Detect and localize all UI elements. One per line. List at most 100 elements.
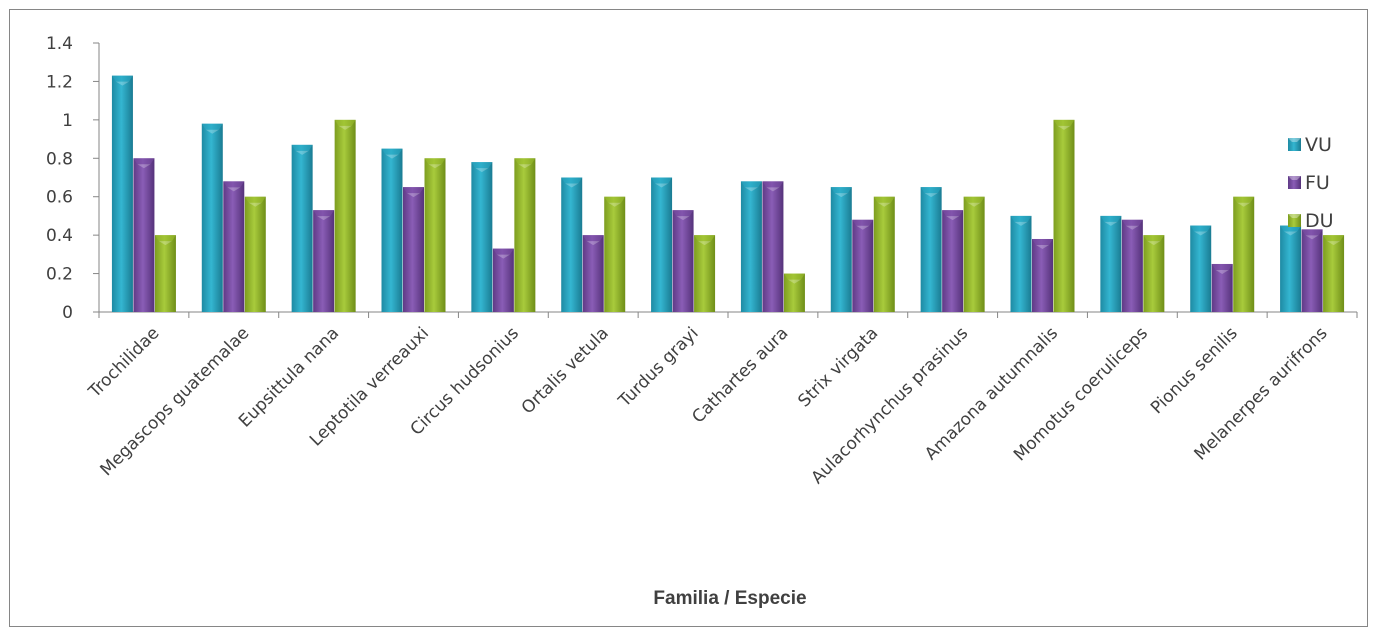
- bar: [1121, 219, 1143, 312]
- bar-cap-shine: [317, 216, 331, 221]
- bar-cap-shine: [338, 125, 352, 130]
- bar-body: [1280, 225, 1302, 312]
- bar: [334, 119, 356, 312]
- bar-cap-shine: [428, 164, 442, 169]
- bar-cap-shine: [227, 187, 241, 192]
- bar-cap-shine: [924, 193, 938, 198]
- bar-cap-shine: [475, 168, 489, 173]
- bar-cap-shine: [946, 216, 960, 221]
- chart-frame: 0 0.2 0.4 0.6 0.8 1 1.2 1.4 Trochilidae Megascop…: [9, 9, 1368, 627]
- legend-swatch-shine: [1288, 176, 1301, 180]
- bar-cap-shine: [565, 183, 579, 188]
- bar: [1053, 119, 1075, 312]
- bar-cap-shine: [1036, 244, 1049, 249]
- bar-cap-shine: [1194, 231, 1208, 236]
- bar: [830, 187, 852, 312]
- y-tick-label: 0.6: [46, 188, 73, 208]
- bars: [111, 75, 1345, 313]
- bar-cap-shine: [205, 129, 219, 134]
- bar-cap-shine: [1305, 235, 1319, 240]
- y-tick-label: 1.4: [46, 34, 73, 54]
- bar: [154, 235, 176, 312]
- bar: [604, 196, 626, 312]
- bar-cap: [762, 181, 784, 188]
- bar-cap: [694, 235, 716, 242]
- bar-body: [604, 196, 626, 312]
- bar-cap-shine: [744, 187, 758, 192]
- bar-body: [201, 123, 223, 312]
- bar-body: [403, 187, 424, 312]
- bar: [963, 196, 985, 312]
- category-label: Cathartes aura: [688, 323, 792, 427]
- bar-cap: [1301, 229, 1323, 236]
- bar-cap: [1323, 235, 1345, 242]
- bar-cap: [561, 177, 583, 184]
- bar-cap-shine: [248, 202, 262, 207]
- bar-body: [1190, 225, 1212, 312]
- bar-cap: [492, 248, 514, 255]
- bar-cap: [381, 148, 403, 155]
- legend: VU FU DU: [1288, 134, 1334, 232]
- bar: [783, 273, 805, 312]
- bar-cap-shine: [1104, 221, 1118, 226]
- bar: [561, 177, 583, 312]
- bar-chart: 0 0.2 0.4 0.6 0.8 1 1.2 1.4 TrochilidaeMegascop…: [46, 34, 1358, 609]
- category-label: Ortalis vetula: [518, 323, 613, 418]
- bar: [942, 210, 964, 312]
- bar-body: [1211, 263, 1233, 312]
- bar: [201, 123, 223, 312]
- bar-body: [762, 181, 784, 312]
- bar-cap-shine: [1327, 241, 1341, 246]
- bar-body: [561, 177, 583, 312]
- bar-cap: [1032, 238, 1053, 245]
- bar-body: [873, 196, 895, 312]
- bar: [1211, 263, 1233, 312]
- bar-body: [942, 210, 964, 312]
- bar-body: [1100, 215, 1122, 312]
- bar-cap: [313, 210, 335, 217]
- bar-cap-shine: [1125, 225, 1139, 230]
- bar-body: [694, 235, 716, 312]
- bar-cap: [111, 75, 133, 82]
- bar: [1190, 225, 1212, 312]
- bar: [223, 181, 245, 312]
- bar: [244, 196, 266, 312]
- legend-swatch-shine: [1288, 214, 1301, 218]
- legend-swatch: [1288, 138, 1301, 151]
- bar: [1233, 196, 1255, 312]
- bar-cap: [244, 196, 266, 203]
- bar: [762, 181, 784, 312]
- bar-body: [1010, 215, 1032, 312]
- bar-cap: [582, 235, 604, 242]
- bar-cap: [1121, 219, 1143, 226]
- bar-body: [291, 144, 313, 312]
- category-label: Turdus grayi: [614, 323, 702, 411]
- bar-cap-shine: [1215, 269, 1229, 274]
- legend-item: VU: [1288, 134, 1332, 156]
- bar: [403, 187, 424, 312]
- bar-body: [492, 248, 514, 312]
- bar-body: [830, 187, 852, 312]
- bar-cap: [1010, 215, 1032, 222]
- y-tick-label: 1.2: [46, 72, 73, 92]
- bar-body: [424, 158, 446, 312]
- category-label: Strix virgata: [794, 323, 882, 411]
- bar-cap-shine: [834, 193, 848, 198]
- bar-body: [1323, 235, 1345, 312]
- bar-cap-shine: [115, 81, 129, 86]
- bar: [582, 235, 604, 312]
- bar: [1143, 235, 1165, 312]
- bar-body: [740, 181, 762, 312]
- bar-body: [582, 235, 604, 312]
- bar: [1100, 215, 1122, 312]
- bar-cap-shine: [608, 202, 622, 207]
- bar-body: [514, 158, 536, 312]
- legend-item: DU: [1288, 210, 1334, 232]
- bar-body: [1143, 235, 1165, 312]
- bar-body: [154, 235, 176, 312]
- bar-cap-shine: [766, 187, 780, 192]
- bar-body: [1053, 119, 1075, 312]
- bar: [1010, 215, 1032, 312]
- bar-cap: [403, 187, 424, 194]
- bar-cap: [1190, 225, 1212, 232]
